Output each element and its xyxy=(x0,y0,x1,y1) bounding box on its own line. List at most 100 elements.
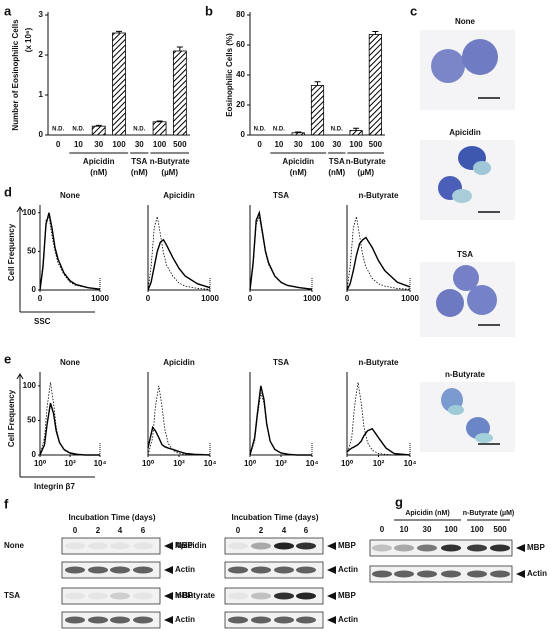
x-tick-label: 100 xyxy=(153,140,167,149)
blot-arrow xyxy=(516,570,525,578)
subplot-title: n-Butyrate xyxy=(358,191,399,200)
group-label: TSA xyxy=(131,157,147,166)
micrograph-title: Apicidin xyxy=(449,128,481,137)
bar xyxy=(112,32,126,136)
value-label: N.D. xyxy=(331,127,343,133)
histogram-curve xyxy=(346,382,410,456)
axis-arrow xyxy=(16,373,95,478)
group-unit: (nM) xyxy=(131,168,148,177)
x-tick-label: 30 xyxy=(294,140,303,149)
x-axis-label: Integrin β7 xyxy=(34,482,75,491)
y-tick-label: 3 xyxy=(39,10,44,19)
x-tick-label: 10² xyxy=(173,459,185,468)
blot-band xyxy=(110,592,130,600)
blot-band xyxy=(228,616,248,624)
x-tick-label: 1000 xyxy=(303,294,321,303)
blot-band xyxy=(274,542,294,550)
blot-set-label: Apicidin xyxy=(175,541,207,550)
panel-letter: e xyxy=(4,351,11,366)
blot-box xyxy=(61,537,161,555)
blot-band xyxy=(251,592,271,600)
blot-band xyxy=(228,542,248,550)
error-bar xyxy=(353,127,360,131)
histogram-curve xyxy=(39,212,101,291)
micrograph xyxy=(420,140,515,220)
group-unit: (nM) xyxy=(290,168,307,177)
group-unit: (nM) xyxy=(328,168,345,177)
x-tick-label: 100 xyxy=(349,140,363,149)
y-axis-label: Number of Eosinophilic Cells xyxy=(11,19,20,131)
bar xyxy=(310,85,325,136)
y-tick-label: 1 xyxy=(39,90,44,99)
x-tick-label: 10⁴ xyxy=(306,459,319,468)
blot-band xyxy=(417,570,437,578)
bar xyxy=(291,132,305,136)
x-tick-label: 10² xyxy=(275,459,287,468)
group-unit: (nM) xyxy=(90,168,107,177)
blot-band xyxy=(372,570,392,578)
y-tick-label: 80 xyxy=(236,10,245,19)
blot-label: Actin xyxy=(175,615,195,624)
group-label: TSA xyxy=(329,157,345,166)
x-tick-label: 1000 xyxy=(401,294,419,303)
blot-band xyxy=(65,616,85,624)
group-label: Apicidin xyxy=(282,157,314,166)
blot-band xyxy=(133,592,153,600)
x-tick-label: 30 xyxy=(135,140,144,149)
group-label: Apicidin (nM) xyxy=(405,510,449,517)
blot-set-label: n-Butyrate xyxy=(175,591,216,600)
lane-label: 0 xyxy=(380,525,385,534)
blot-band xyxy=(88,542,108,550)
blot-arrow xyxy=(516,544,525,552)
y-tick-label: 100 xyxy=(23,208,37,217)
x-tick-label: 1000 xyxy=(201,294,219,303)
histogram-curve xyxy=(346,427,411,456)
y-tick-label: 20 xyxy=(236,100,245,109)
blot-label: MBP xyxy=(338,591,356,600)
blot-band xyxy=(274,592,294,600)
error-bar xyxy=(176,46,183,51)
subplot-title: None xyxy=(60,358,81,367)
histogram-curve xyxy=(346,236,411,291)
micrograph xyxy=(420,382,515,452)
blot-band xyxy=(490,570,510,578)
blot-title: Incubation Time (days) xyxy=(69,513,156,522)
blot-band xyxy=(251,616,271,624)
blot-band xyxy=(110,542,130,550)
blot-band xyxy=(274,566,294,574)
group-label: n-Butyrate xyxy=(150,157,191,166)
subplot-title: TSA xyxy=(273,358,289,367)
error-bar xyxy=(372,31,379,35)
subplot-title: None xyxy=(60,191,81,200)
value-label: N.D. xyxy=(133,127,145,133)
value-label: N.D. xyxy=(72,127,84,133)
group-label: n-Butyrate xyxy=(346,157,387,166)
bar xyxy=(368,34,382,136)
lane-label: 0 xyxy=(73,526,78,535)
blot-band xyxy=(441,570,461,578)
blot-band xyxy=(110,566,130,574)
blot-band xyxy=(88,566,108,574)
x-tick-label: 30 xyxy=(94,140,103,149)
x-tick-label: 10 xyxy=(74,140,83,149)
blot-arrow xyxy=(327,592,336,600)
value-label: N.D. xyxy=(52,127,64,133)
histogram-curve xyxy=(249,385,312,456)
lane-label: 2 xyxy=(96,526,101,535)
blot-arrow xyxy=(164,592,173,600)
histogram-curve xyxy=(39,215,101,291)
y-tick-label: 0 xyxy=(32,450,37,459)
x-tick-label: 10⁴ xyxy=(404,459,417,468)
y-tick-label: 60 xyxy=(236,40,245,49)
x-tick-label: 0 xyxy=(146,294,151,303)
group-label: n-Butyrate (µM) xyxy=(463,510,514,517)
blot-band xyxy=(228,566,248,574)
blot-band xyxy=(274,616,294,624)
x-tick-label: 0 xyxy=(248,294,253,303)
error-bar xyxy=(156,120,163,122)
group-unit: (µM) xyxy=(161,168,178,177)
x-tick-label: 100 xyxy=(112,140,126,149)
histogram-curve xyxy=(249,210,313,291)
blot-band xyxy=(296,592,316,600)
blot-band xyxy=(88,616,108,624)
